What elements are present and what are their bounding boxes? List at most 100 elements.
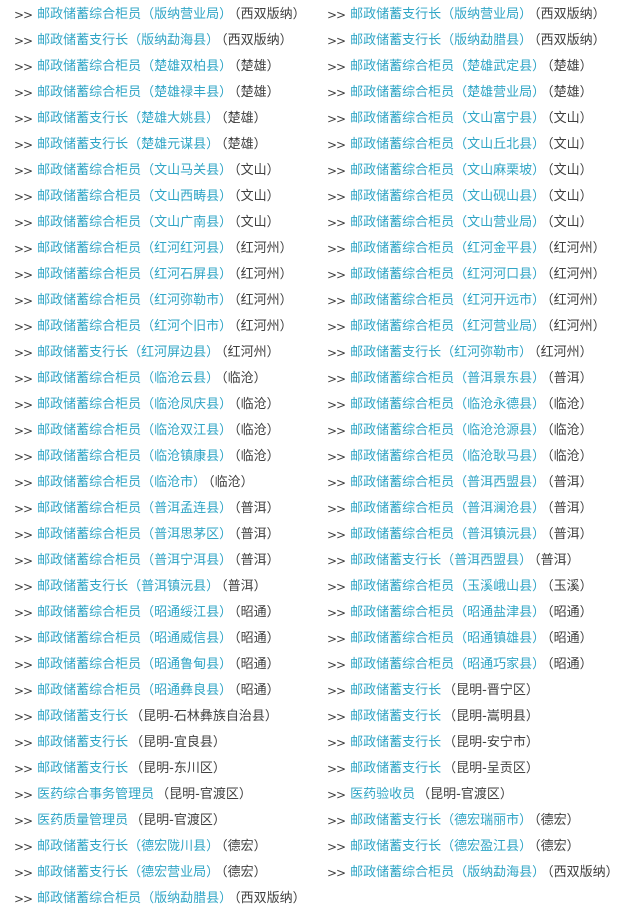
job-link[interactable]: 邮政储蓄综合柜员（普洱宁洱县） [37,553,233,568]
job-link[interactable]: 邮政储蓄综合柜员（普洱镇沅县） [350,527,546,542]
job-list-item: >> 邮政储蓄综合柜员（普洱宁洱县） （普洱） [14,548,311,574]
job-link[interactable]: 邮政储蓄综合柜员（临沧沧源县） [350,423,546,438]
job-link[interactable]: 医药综合事务管理员 [37,787,155,802]
job-list-item: >> 邮政储蓄综合柜员（临沧耿马县） （临沧） [327,444,622,470]
job-link[interactable]: 邮政储蓄综合柜员（文山富宁县） [350,111,546,126]
job-link[interactable]: 邮政储蓄综合柜员（昭通鲁甸县） [37,657,233,672]
job-link[interactable]: 邮政储蓄综合柜员（红河个旧市） [37,319,233,334]
job-links-column-left: >> 邮政储蓄综合柜员（版纳营业局） （西双版纳） >> 邮政储蓄支行长（版纳勐海县）… [0,2,311,908]
job-link[interactable]: 邮政储蓄支行长（楚雄大姚县） [37,111,220,126]
job-list-item: >> 邮政储蓄综合柜员（昭通鲁甸县） （昭通） [14,652,311,678]
job-link[interactable]: 邮政储蓄综合柜员（红河弥勒市） [37,293,233,308]
job-link[interactable]: 邮政储蓄综合柜员（普洱思茅区） [37,527,233,542]
row-marker-icon: >> [327,424,346,438]
job-link[interactable]: 邮政储蓄综合柜员（文山麻栗坡） [350,163,546,178]
job-region: （昆明-宜良县） [130,735,226,750]
job-region: （文山） [547,189,593,204]
job-link[interactable]: 邮政储蓄支行长（德宏盈江县） [350,839,533,854]
job-link[interactable]: 邮政储蓄综合柜员（普洱孟连县） [37,501,233,516]
job-link[interactable]: 医药质量管理员 [37,813,129,828]
job-link[interactable]: 邮政储蓄综合柜员（临沧凤庆县） [37,397,233,412]
job-link[interactable]: 邮政储蓄综合柜员（楚雄武定县） [350,59,546,74]
job-list-item: >> 邮政储蓄综合柜员（昭通巧家县） （昭通） [327,652,622,678]
job-link[interactable]: 邮政储蓄综合柜员（临沧镇康县） [37,449,233,464]
job-link[interactable]: 邮政储蓄支行长 [350,761,442,776]
row-marker-icon: >> [327,658,346,672]
job-link[interactable]: 邮政储蓄综合柜员（昭通镇雄县） [350,631,546,646]
job-list-item: >> 邮政储蓄支行长 （昆明-安宁市） [327,730,622,756]
job-link[interactable]: 邮政储蓄综合柜员（文山砚山县） [350,189,546,204]
job-link[interactable]: 邮政储蓄综合柜员（普洱西盟县） [350,475,546,490]
job-link[interactable]: 邮政储蓄综合柜员（红河营业局） [350,319,546,334]
job-link[interactable]: 邮政储蓄综合柜员（普洱澜沧县） [350,501,546,516]
job-list-item: >> 邮政储蓄支行长 （昆明-晋宁区） [327,678,622,704]
job-link[interactable]: 邮政储蓄综合柜员（版纳营业局） [37,7,233,22]
job-link[interactable]: 邮政储蓄支行长（楚雄元谋县） [37,137,220,152]
job-link[interactable]: 邮政储蓄综合柜员（楚雄双柏县） [37,59,233,74]
job-link[interactable]: 邮政储蓄综合柜员（玉溪峨山县） [350,579,546,594]
job-list-item: >> 邮政储蓄支行长 （昆明-嵩明县） [327,704,622,730]
job-link[interactable]: 邮政储蓄综合柜员（文山广南县） [37,215,233,230]
job-link[interactable]: 邮政储蓄支行长 [350,735,442,750]
job-link[interactable]: 邮政储蓄综合柜员（楚雄营业局） [350,85,546,100]
job-link[interactable]: 邮政储蓄综合柜员（文山丘北县） [350,137,546,152]
job-link[interactable]: 邮政储蓄综合柜员（版纳勐海县） [350,865,546,880]
job-link[interactable]: 医药验收员 [350,787,416,802]
job-link[interactable]: 邮政储蓄支行长（德宏陇川县） [37,839,220,854]
job-region: （临沧） [234,449,280,464]
job-link[interactable]: 邮政储蓄综合柜员（版纳勐腊县） [37,891,233,906]
job-region: （昆明-嵩明县） [443,709,539,724]
job-region: （红河州） [234,267,293,282]
job-link[interactable]: 邮政储蓄支行长（版纳营业局） [350,7,533,22]
job-region: （楚雄） [547,85,593,100]
job-link[interactable]: 邮政储蓄支行长（红河屏边县） [37,345,220,360]
job-link[interactable]: 邮政储蓄综合柜员（文山营业局） [350,215,546,230]
row-marker-icon: >> [14,736,33,750]
job-link[interactable]: 邮政储蓄综合柜员（昭通威信县） [37,631,233,646]
job-region: （红河州） [221,345,280,360]
job-link[interactable]: 邮政储蓄综合柜员（文山马关县） [37,163,233,178]
job-link[interactable]: 邮政储蓄综合柜员（文山西畴县） [37,189,233,204]
job-link[interactable]: 邮政储蓄支行长（德宏瑞丽市） [350,813,533,828]
row-marker-icon: >> [14,476,33,490]
job-link[interactable]: 邮政储蓄综合柜员（临沧耿马县） [350,449,546,464]
job-list-item: >> 邮政储蓄综合柜员（昭通彝良县） （昭通） [14,678,311,704]
job-list-item: >> 邮政储蓄综合柜员（临沧沧源县） （临沧） [327,418,622,444]
job-region: （昆明-呈贡区） [443,761,539,776]
job-link[interactable]: 邮政储蓄支行长 [350,709,442,724]
job-region: （普洱） [547,501,593,516]
job-link[interactable]: 邮政储蓄综合柜员（临沧双江县） [37,423,233,438]
job-list-item: >> 邮政储蓄支行长（红河弥勒市） （红河州） [327,340,622,366]
job-link[interactable]: 邮政储蓄支行长（版纳勐腊县） [350,33,533,48]
row-marker-icon: >> [14,840,33,854]
job-link[interactable]: 邮政储蓄支行长（普洱西盟县） [350,553,533,568]
job-link[interactable]: 邮政储蓄支行长（普洱镇沅县） [37,579,220,594]
row-marker-icon: >> [327,580,346,594]
job-link[interactable]: 邮政储蓄综合柜员（楚雄禄丰县） [37,85,233,100]
row-marker-icon: >> [14,788,33,802]
job-link[interactable]: 邮政储蓄支行长 [37,735,129,750]
job-link[interactable]: 邮政储蓄综合柜员（红河红河县） [37,241,233,256]
job-list-item: >> 邮政储蓄综合柜员（红河营业局） （红河州） [327,314,622,340]
job-link[interactable]: 邮政储蓄支行长（红河弥勒市） [350,345,533,360]
job-list-item: >> 邮政储蓄支行长 （昆明-石林彝族自治县） [14,704,311,730]
job-link[interactable]: 邮政储蓄支行长（版纳勐海县） [37,33,220,48]
job-link[interactable]: 邮政储蓄支行长 [37,709,129,724]
job-link[interactable]: 邮政储蓄支行长 [350,683,442,698]
job-link[interactable]: 邮政储蓄综合柜员（昭通盐津县） [350,605,546,620]
job-link[interactable]: 邮政储蓄综合柜员（临沧市） [37,475,207,490]
job-link[interactable]: 邮政储蓄综合柜员（昭通巧家县） [350,657,546,672]
job-link[interactable]: 邮政储蓄支行长（德宏营业局） [37,865,220,880]
job-link[interactable]: 邮政储蓄综合柜员（红河开远市） [350,293,546,308]
job-link[interactable]: 邮政储蓄综合柜员（红河河口县） [350,267,546,282]
job-link[interactable]: 邮政储蓄综合柜员（红河石屏县） [37,267,233,282]
job-link[interactable]: 邮政储蓄综合柜员（昭通绥江县） [37,605,233,620]
job-list-item: >> 邮政储蓄综合柜员（文山丘北县） （文山） [327,132,622,158]
job-link[interactable]: 邮政储蓄综合柜员（普洱景东县） [350,371,546,386]
job-link[interactable]: 邮政储蓄支行长 [37,761,129,776]
job-link[interactable]: 邮政储蓄综合柜员（红河金平县） [350,241,546,256]
job-link[interactable]: 邮政储蓄综合柜员（临沧永德县） [350,397,546,412]
job-link[interactable]: 邮政储蓄综合柜员（昭通彝良县） [37,683,233,698]
job-link[interactable]: 邮政储蓄综合柜员（临沧云县） [37,371,220,386]
job-list-item: >> 邮政储蓄综合柜员（临沧云县） （临沧） [14,366,311,392]
